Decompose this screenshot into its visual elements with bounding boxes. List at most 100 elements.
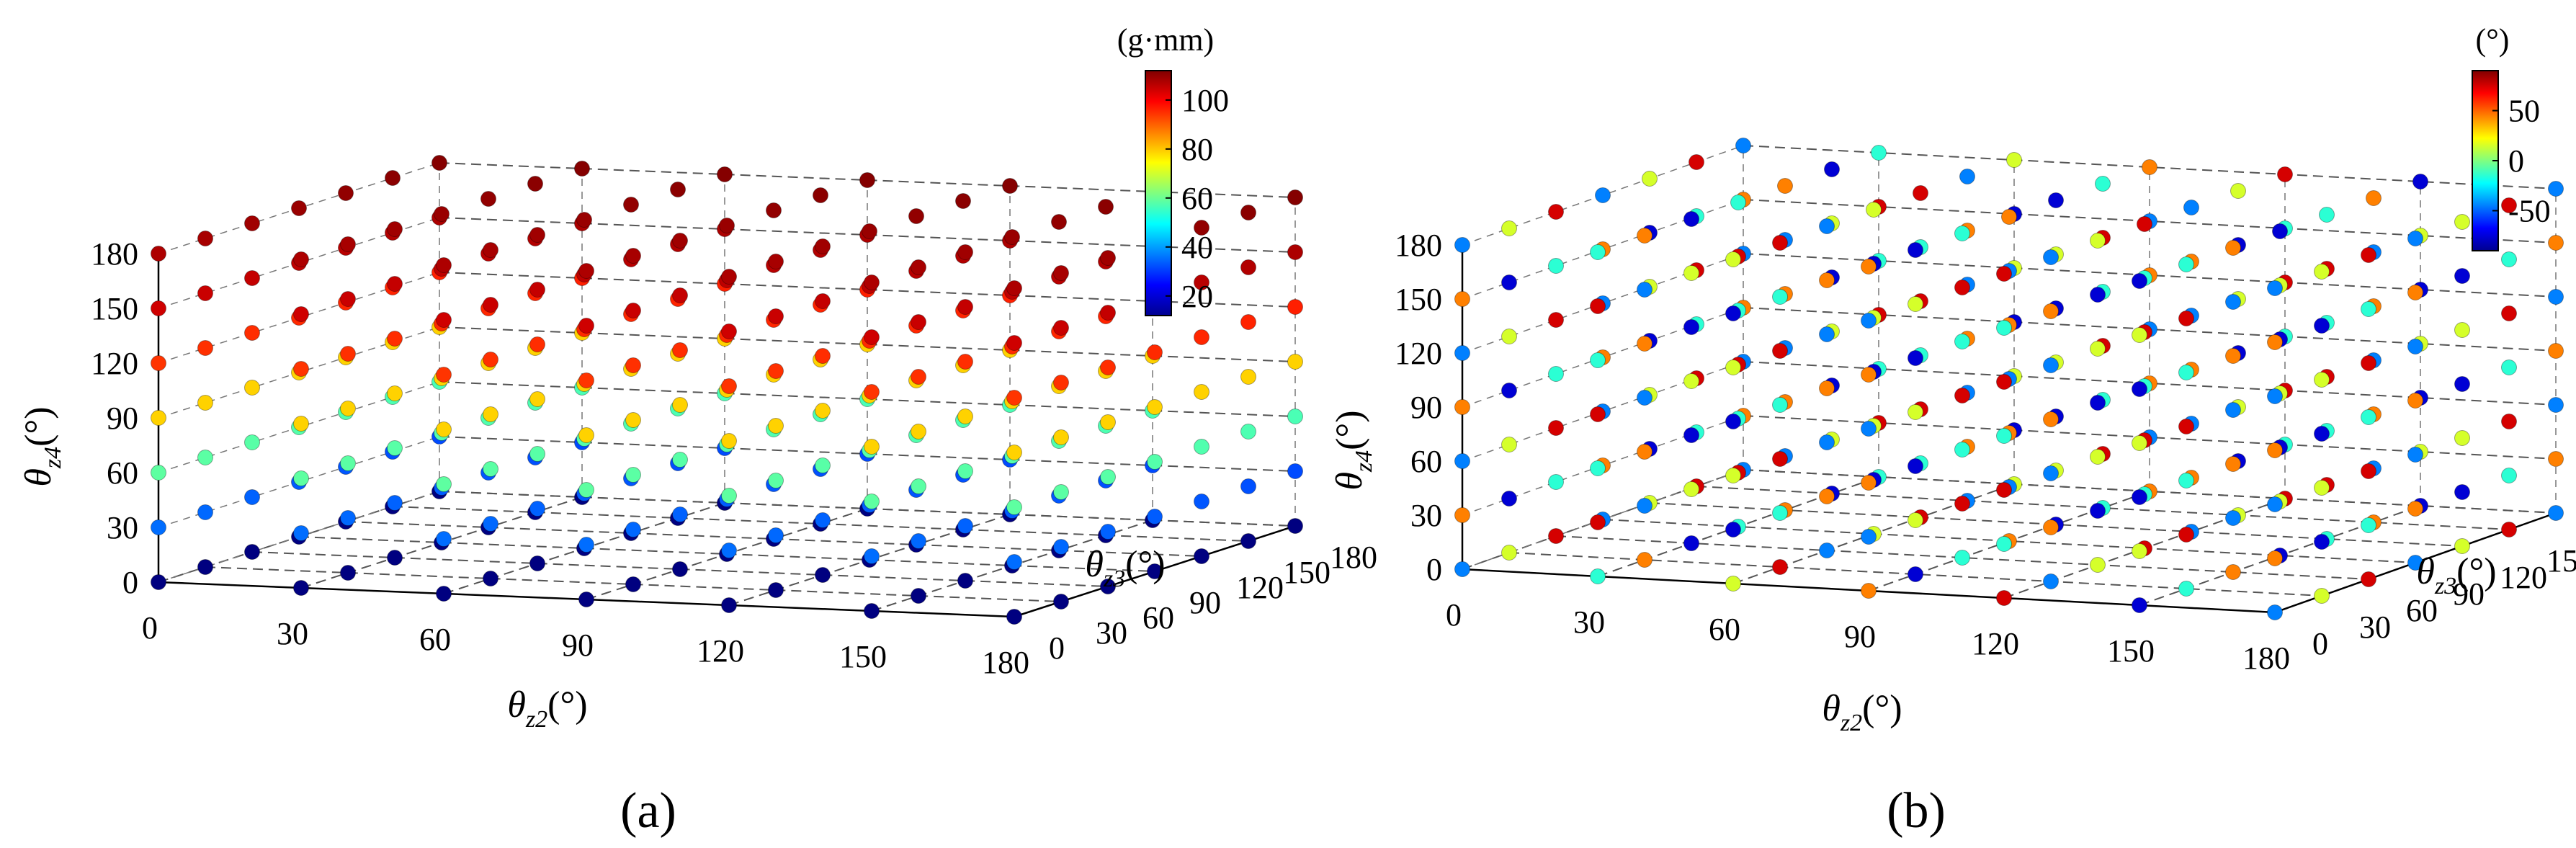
- data-point: [293, 416, 309, 432]
- data-point: [244, 544, 260, 560]
- x-tick-label: 180: [982, 645, 1029, 680]
- data-point: [1637, 228, 1653, 244]
- data-point: [2314, 480, 2330, 496]
- data-point: [1819, 272, 1835, 288]
- data-point: [1053, 484, 1069, 500]
- data-point: [1996, 266, 2012, 282]
- data-point: [2178, 581, 2194, 597]
- data-point: [768, 308, 784, 324]
- data-point: [1772, 559, 1788, 575]
- data-point: [1147, 509, 1163, 525]
- data-point: [1501, 383, 1517, 398]
- x-tick-label: 120: [697, 633, 744, 669]
- data-point: [1454, 237, 1470, 253]
- data-point: [1053, 594, 1069, 610]
- data-point: [2090, 557, 2106, 573]
- data-point: [2314, 426, 2330, 442]
- data-point: [197, 450, 213, 465]
- data-point: [1194, 548, 1209, 564]
- data-point: [957, 463, 973, 479]
- data-point: [1954, 442, 1970, 458]
- data-point: [2225, 456, 2241, 472]
- data-point: [2548, 505, 2564, 521]
- data-point: [151, 410, 166, 426]
- data-point: [766, 202, 782, 218]
- data-point: [862, 223, 877, 239]
- data-point: [2407, 393, 2423, 409]
- data-point: [815, 458, 831, 473]
- data-point: [1006, 499, 1022, 515]
- z-tick-label: 60: [1410, 444, 1442, 479]
- data-point: [2314, 534, 2330, 550]
- data-point: [2090, 503, 2106, 519]
- data-point: [151, 465, 166, 481]
- data-point: [1637, 336, 1653, 352]
- data-point: [2225, 564, 2241, 580]
- z-tick-label: 120: [91, 346, 138, 381]
- data-point: [387, 331, 403, 347]
- data-point: [1861, 529, 1877, 545]
- data-point: [529, 501, 545, 517]
- data-point: [1725, 305, 1741, 321]
- data-point: [1725, 251, 1741, 267]
- data-point: [1006, 445, 1022, 460]
- data-point: [955, 193, 971, 209]
- data-point: [1454, 507, 1470, 523]
- data-point: [2043, 303, 2059, 319]
- data-point: [1861, 475, 1877, 491]
- data-point: [911, 314, 926, 330]
- data-point: [2548, 343, 2564, 359]
- data-point: [1996, 428, 2012, 444]
- data-point: [2548, 235, 2564, 251]
- data-point: [578, 427, 594, 443]
- data-point: [1735, 138, 1751, 153]
- data-point: [578, 263, 594, 279]
- y-tick-label: 60: [2406, 593, 2438, 628]
- data-point: [483, 406, 498, 422]
- data-point: [436, 312, 452, 328]
- data-point: [1053, 429, 1069, 445]
- data-point: [436, 476, 452, 492]
- data-point: [1240, 205, 1256, 220]
- data-point: [1819, 380, 1835, 396]
- data-point: [2090, 449, 2106, 465]
- data-point: [2230, 183, 2246, 199]
- x-tick-labels: 0 30 60 90 120 150 180: [1446, 597, 2290, 676]
- data-point: [151, 246, 166, 262]
- data-point: [721, 323, 737, 339]
- data-point: [911, 478, 926, 494]
- data-point: [911, 533, 926, 549]
- data-point: [1861, 583, 1877, 599]
- data-point: [2366, 190, 2382, 206]
- data-point: [2090, 341, 2106, 357]
- data-point: [1051, 214, 1067, 230]
- data-point: [672, 506, 688, 522]
- data-point: [2412, 174, 2428, 189]
- data-point: [1871, 145, 1887, 161]
- data-point: [197, 559, 213, 575]
- data-point: [625, 576, 641, 592]
- data-point: [1689, 154, 1704, 170]
- data-points: [151, 155, 1303, 625]
- data-point: [2272, 223, 2288, 239]
- data-point: [721, 543, 737, 558]
- data-point: [1954, 226, 1970, 241]
- data-point: [1194, 220, 1209, 236]
- data-point: [2361, 517, 2376, 533]
- data-point: [2361, 409, 2376, 425]
- data-point: [340, 291, 356, 307]
- data-point: [197, 504, 213, 520]
- data-point: [293, 525, 309, 541]
- data-point: [2225, 348, 2241, 364]
- data-point: [2043, 249, 2059, 265]
- data-point: [864, 548, 880, 564]
- data-point: [2454, 376, 2470, 392]
- data-point: [2267, 442, 2283, 458]
- data-point: [721, 378, 737, 394]
- data-point: [2090, 287, 2106, 303]
- data-point: [1454, 561, 1470, 577]
- data-point: [293, 361, 309, 377]
- z-tick-label: 0: [1426, 552, 1442, 587]
- data-point: [859, 172, 875, 188]
